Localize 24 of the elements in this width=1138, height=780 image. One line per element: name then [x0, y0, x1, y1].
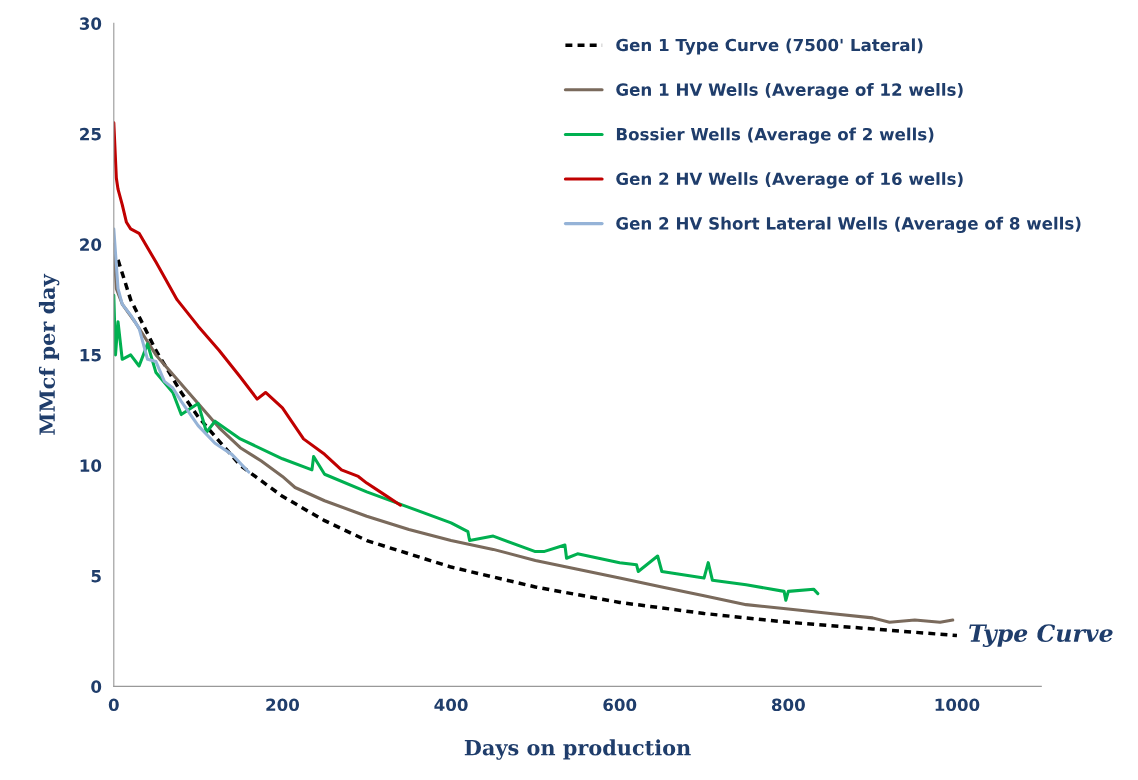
y-tick-label: 30: [79, 17, 102, 30]
line-series: [113, 293, 820, 602]
legend-label: Gen 1 HV Wells (Average of 12 wells): [616, 82, 963, 100]
x-tick-label: 0: [108, 698, 119, 712]
line-series: [113, 227, 251, 474]
legend-label: Bossier Wells (Average of 2 wells): [616, 127, 934, 144]
x-tick-label: 800: [771, 698, 805, 712]
y-axis-title: MMcf per day: [38, 273, 60, 435]
y-tick-label: 15: [80, 349, 101, 362]
legend-label: Gen 2 HV Short Lateral Wells (Average of 8 wells): [616, 216, 1081, 234]
line-series: [113, 121, 402, 507]
x-tick-label: 400: [434, 698, 468, 712]
annotation: Type Curve: [969, 624, 1113, 647]
legend-label: Gen 2 HV Wells (Average of 16 wells): [616, 172, 963, 189]
y-tick-label: 5: [91, 570, 101, 583]
y-tick-label: 25: [80, 127, 101, 141]
y-tick-label: 10: [80, 459, 102, 472]
x-tick-label: 1000: [935, 698, 980, 712]
x-tick-label: 600: [603, 698, 637, 712]
x-tick-label: 200: [266, 698, 300, 712]
legend-label: Gen 1 Type Curve (7500' Lateral): [616, 38, 923, 55]
y-tick-label: 20: [80, 238, 102, 251]
y-tick-label: 0: [91, 680, 102, 693]
x-axis-title: Days on production: [464, 739, 691, 760]
